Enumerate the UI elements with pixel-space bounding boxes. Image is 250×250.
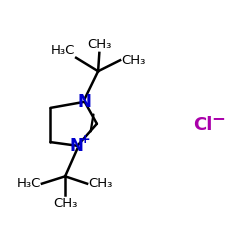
Text: Cl: Cl [194, 116, 213, 134]
Text: N: N [78, 93, 92, 111]
Text: CH₃: CH₃ [87, 38, 112, 51]
Text: −: − [212, 109, 225, 127]
Text: CH₃: CH₃ [88, 177, 113, 190]
Text: H₃C: H₃C [16, 177, 41, 190]
Text: CH₃: CH₃ [121, 54, 146, 67]
Text: CH₃: CH₃ [53, 196, 77, 209]
Text: +: + [79, 133, 90, 146]
Text: N: N [69, 137, 83, 155]
Text: H₃C: H₃C [50, 44, 75, 57]
